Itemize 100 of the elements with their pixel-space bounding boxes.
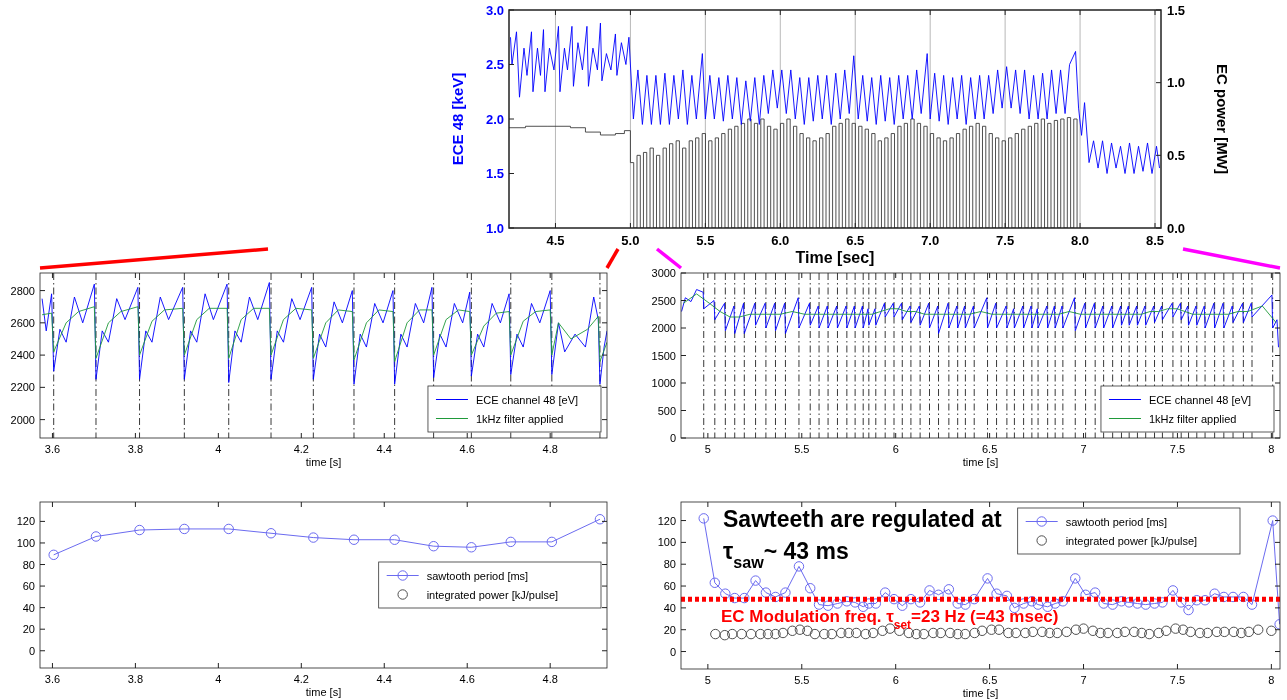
line-series <box>682 293 1277 323</box>
x-axis-title: Time [sec] <box>795 249 875 266</box>
y-tick-label: 2000 <box>10 413 35 426</box>
point <box>348 534 360 545</box>
y-tick-label: 500 <box>657 404 676 417</box>
line-series <box>510 22 1160 174</box>
y-tick-label: 0 <box>28 644 35 657</box>
point <box>428 540 439 552</box>
legend-label: integrated power [kJ/pulse] <box>426 588 559 601</box>
x-tick-label: 5.5 <box>696 233 715 248</box>
x-tick-label: 5.0 <box>621 233 640 248</box>
x-tick-label: 4.4 <box>376 443 392 455</box>
x-tick-label: 4.8 <box>542 443 558 455</box>
legend-label: sawtooth period [ms] <box>426 569 529 582</box>
legend-label: ECE channel 48 [eV] <box>1148 393 1252 406</box>
y-tick-label: 120 <box>657 514 676 527</box>
x-tick-label: 4.6 <box>459 673 475 685</box>
x-axis-title: time [s] <box>305 686 342 698</box>
x-tick-label: 8.0 <box>1071 233 1090 248</box>
x-tick-label: 6.5 <box>981 443 998 455</box>
y-tick-label: 3000 <box>651 267 676 279</box>
x-axis-title: time [s] <box>962 456 999 468</box>
y-tick-label: 1000 <box>651 377 676 389</box>
point <box>308 532 319 543</box>
y-tick-label: 2600 <box>10 316 35 329</box>
x-tick-label: 4 <box>215 673 222 685</box>
y-tick-label: 40 <box>22 601 35 614</box>
x-tick-label: 7.0 <box>921 233 940 248</box>
x-axis-title: time [s] <box>305 456 342 468</box>
point <box>546 536 558 548</box>
y-tick-label: 100 <box>16 536 35 549</box>
x-tick-label: 7.5 <box>996 233 1015 248</box>
y-tick-label: 80 <box>663 558 676 571</box>
y-tick-label: 60 <box>663 580 676 593</box>
x-tick-label: 5 <box>704 443 711 455</box>
x-tick-label: 6.5 <box>981 674 998 686</box>
x-tick-label: 3.8 <box>127 673 144 685</box>
annotation: τ$_{saw}$~ 43 ms <box>723 538 849 571</box>
legend-label: sawtooth period [ms] <box>1065 515 1168 528</box>
x-tick-label: 5.5 <box>794 443 810 455</box>
point <box>594 514 606 525</box>
y2-tick-label: 1.0 <box>1167 75 1186 91</box>
y-tick-label: 1500 <box>651 349 676 362</box>
x-tick-label: 4.2 <box>293 443 309 455</box>
y-tick-label: 80 <box>22 558 35 571</box>
y-tick-label: 2200 <box>10 381 35 394</box>
y-tick-label: 2500 <box>651 294 676 307</box>
x-tick-label: 4.8 <box>542 673 558 685</box>
y-tick-label: 2.5 <box>485 57 504 72</box>
y-tick-label: 2.0 <box>485 111 504 127</box>
point <box>90 531 102 542</box>
x-tick-label: 6.0 <box>771 233 790 248</box>
y-tick-label: 2400 <box>10 349 35 362</box>
x-axis-title: time [s] <box>962 687 999 699</box>
y-tick-label: 0 <box>669 432 676 444</box>
x-tick-label: 6 <box>892 674 899 686</box>
legend-label: 1kHz filter applied <box>475 412 564 425</box>
x-tick-label: 4 <box>215 443 222 455</box>
legend-label: 1kHz filter applied <box>1148 412 1237 425</box>
x-tick-label: 6.5 <box>846 233 865 248</box>
point <box>48 549 59 561</box>
y2-tick-label: 1.5 <box>1167 2 1186 18</box>
x-tick-label: 8.5 <box>1145 233 1165 248</box>
point <box>466 542 477 553</box>
y-tick-label: 1.0 <box>485 220 504 236</box>
y-tick-label: 100 <box>657 536 676 549</box>
y-tick-label: 2000 <box>651 322 676 334</box>
y-tick-label: 60 <box>22 580 35 593</box>
line-series <box>681 289 1279 348</box>
x-tick-label: 5.5 <box>794 674 810 686</box>
y-tick-label: 1.5 <box>485 166 504 181</box>
y-tick-label: 40 <box>663 601 676 614</box>
annotation: Sawteeth are regulated at <box>723 506 1002 532</box>
x-tick-label: 4.5 <box>546 233 565 248</box>
y-tick-label: 0 <box>669 645 676 658</box>
y2-tick-label: 0.5 <box>1167 147 1186 163</box>
legend-label: integrated power [kJ/pulse] <box>1065 534 1198 547</box>
point <box>265 528 277 539</box>
x-tick-label: 7.5 <box>1169 443 1186 455</box>
y-tick-label: 120 <box>16 515 35 528</box>
x-tick-label: 6 <box>892 443 899 455</box>
annotation: EC Modulation freq. τ$_{set}$=23 Hz (=43 msec) <box>721 607 1059 632</box>
y2-axis-title: EC power [MW] <box>1214 64 1231 174</box>
y-tick-label: 20 <box>22 623 35 636</box>
x-tick-label: 4.6 <box>459 443 475 455</box>
x-tick-label: 5 <box>704 674 711 686</box>
x-tick-label: 7.5 <box>1169 674 1186 686</box>
point <box>389 534 400 545</box>
x-tick-label: 3.8 <box>127 443 144 455</box>
x-tick-label: 4.2 <box>293 673 309 685</box>
x-tick-label: 3.6 <box>44 673 61 685</box>
point <box>179 523 190 535</box>
point <box>223 523 234 535</box>
x-tick-label: 8 <box>1268 443 1275 455</box>
point <box>134 524 145 536</box>
legend-label: ECE channel 48 [eV] <box>475 393 579 406</box>
x-tick-label: 7 <box>1080 443 1087 455</box>
x-tick-label: 4.4 <box>376 673 392 685</box>
x-tick-label: 7 <box>1080 674 1087 686</box>
y-tick-label: 2800 <box>10 284 35 297</box>
